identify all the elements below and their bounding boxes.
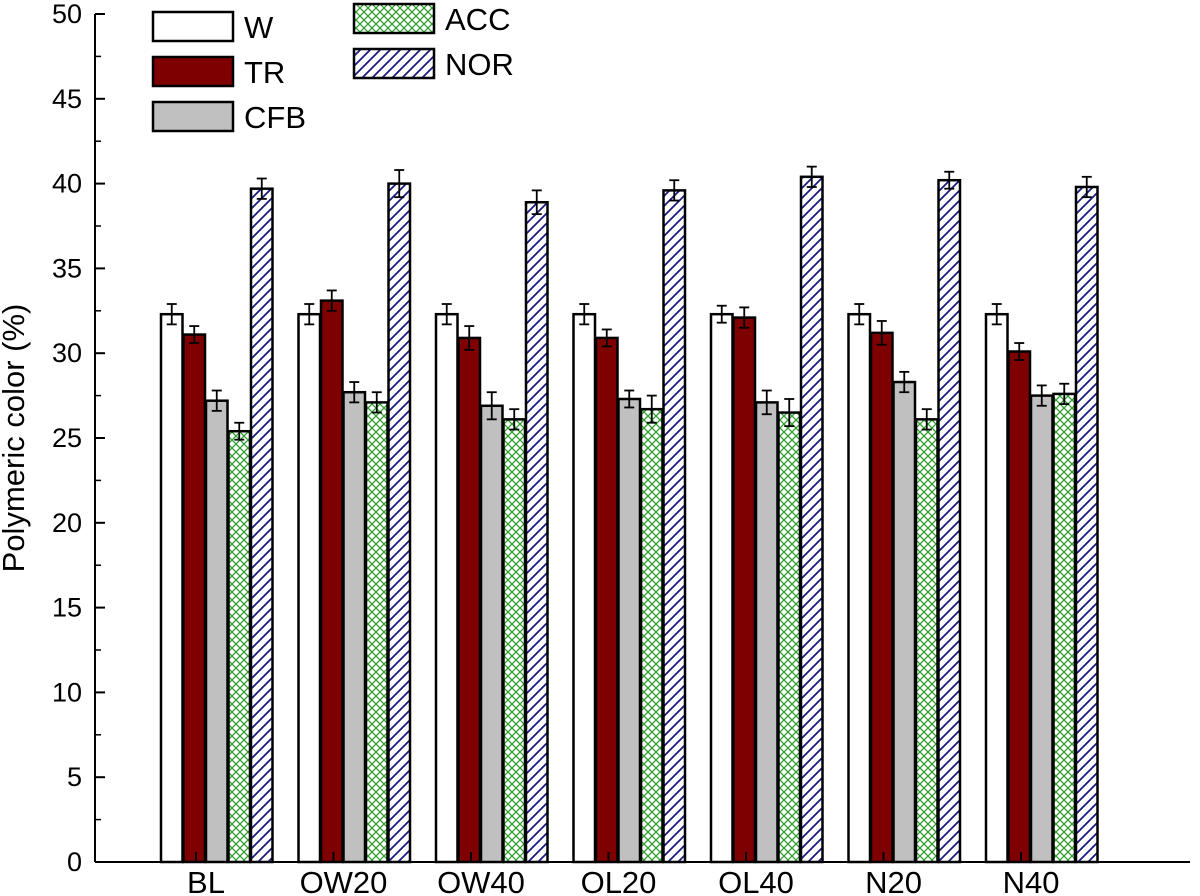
bar-acc [227,429,252,864]
bar-group-n20 [847,170,962,864]
bar-cfb [479,404,504,864]
y-tick-label: 0 [67,847,82,877]
bar-tr [732,316,757,864]
y-tick-label: 40 [52,169,82,199]
y-tick-label: 20 [52,508,82,538]
legend-item-w: W [151,10,274,45]
legend-swatch [151,10,235,43]
bar-nor [1074,185,1099,864]
bar-cfb [342,390,367,864]
bar-cfb [892,380,917,864]
bar-w [984,312,1009,864]
y-axis: 0 5 10 15 20 25 30 35 40 45 50 [52,0,105,877]
bar-group-ow20 [297,169,412,864]
bar-cfb [1029,394,1054,864]
x-tick-label: BL [187,865,225,896]
y-tick-label: 45 [52,84,82,114]
bars [159,165,1099,864]
legend-swatch [352,47,436,80]
legend: W TR CFB ACC NOR [151,2,514,135]
bar-group-ow40 [434,189,549,864]
bar-acc [914,418,939,864]
x-tick-label: OW20 [300,865,388,896]
y-tick-label: 15 [52,593,82,623]
bar-acc [777,411,802,864]
bar-nor [662,189,687,864]
bar-w [572,312,597,864]
x-tick-label: OL20 [581,865,657,896]
legend-label: W [244,10,274,45]
legend-label: TR [244,55,285,90]
x-axis: BL OW20 OW40 OL20 OL40 N20 N40 [95,852,1190,896]
bar-nor [799,175,824,864]
legend-label: NOR [445,47,514,82]
bar-tr [869,331,894,864]
legend-swatch [352,2,436,35]
y-axis-title: Polymeric color (%) [0,304,31,573]
bar-group-bl [159,177,274,864]
bar-nor [524,201,549,864]
bar-tr [319,299,344,864]
bar-acc [639,407,664,864]
bar-w [297,312,322,864]
bar-acc [1052,392,1077,864]
bar-tr [594,336,619,864]
y-tick-label: 35 [52,253,82,283]
y-tick-label: 30 [52,338,82,368]
bar-nor [937,178,962,864]
y-tick-label: 25 [52,423,82,453]
x-tick-label: N20 [865,865,922,896]
x-tick-label: OW40 [437,865,525,896]
bar-tr [1007,350,1032,864]
bar-tr [182,333,207,864]
bar-cfb [204,399,229,864]
x-tick-label: N40 [1003,865,1060,896]
bar-acc [364,401,389,864]
x-tick-label: OL40 [718,865,794,896]
bar-group-ol20 [572,179,687,864]
bar-group-ol40 [709,165,824,864]
y-tick-label: 5 [67,762,82,792]
legend-swatch [151,55,235,88]
bar-w [847,312,872,864]
bar-cfb [617,397,642,864]
bar-w [159,312,184,864]
bar-w [709,312,734,864]
legend-item-acc: ACC [352,2,510,37]
legend-item-cfb: CFB [151,100,306,135]
legend-label: CFB [244,100,306,135]
bar-tr [457,336,482,864]
legend-swatch [151,100,235,133]
bar-group-n40 [984,175,1099,864]
bar-w [434,312,459,864]
bar-nor [249,187,274,864]
y-tick-label: 10 [52,677,82,707]
y-tick-label: 50 [52,0,82,29]
bar-cfb [754,401,779,864]
legend-item-tr: TR [151,55,285,90]
bar-nor [387,182,412,864]
bar-acc [502,418,527,864]
legend-item-nor: NOR [352,47,514,82]
legend-label: ACC [445,2,510,37]
